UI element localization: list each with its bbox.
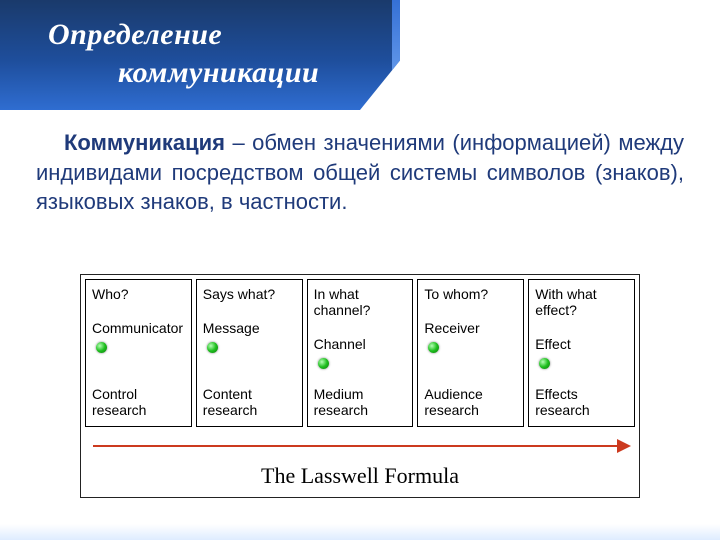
cell-question: In what channel?: [314, 286, 407, 318]
cell-research: Content research: [203, 386, 296, 420]
formula-cell: With what effect? Effect Effects researc…: [528, 279, 635, 427]
bullet-icon: [428, 342, 439, 353]
bullet-icon: [207, 342, 218, 353]
formula-cell: In what channel? Channel Medium research: [307, 279, 414, 427]
definition-paragraph: Коммуникация – обмен значениями (информа…: [36, 128, 684, 217]
cell-role: Receiver: [424, 320, 517, 336]
arrow-line-icon: [93, 445, 623, 447]
cell-research: Effects research: [535, 386, 628, 420]
cell-question: With what effect?: [535, 286, 628, 318]
cell-research: Audience research: [424, 386, 517, 420]
cell-question: To whom?: [424, 286, 517, 302]
bullet-icon: [539, 358, 550, 369]
bottom-gradient: [0, 524, 720, 540]
cell-role: Effect: [535, 336, 628, 352]
cell-research: Medium research: [314, 386, 407, 420]
slide-title-line2: коммуникации: [118, 56, 319, 90]
cell-question: Says what?: [203, 286, 296, 302]
cell-role: Message: [203, 320, 296, 336]
bullet-icon: [96, 342, 107, 353]
definition-lead: Коммуникация: [64, 130, 225, 155]
formula-cell: To whom? Receiver Audience research: [417, 279, 524, 427]
cell-question: Who?: [92, 286, 185, 302]
arrow-head-icon: [617, 439, 631, 453]
cell-research: Control research: [92, 386, 185, 420]
formula-caption: The Lasswell Formula: [85, 461, 635, 495]
lasswell-formula-box: Who? Communicator Control research Says …: [80, 274, 640, 498]
slide-title-line1: Определение: [48, 18, 222, 52]
formula-cell: Says what? Message Content research: [196, 279, 303, 427]
formula-cell: Who? Communicator Control research: [85, 279, 192, 427]
title-banner: [0, 0, 400, 110]
formula-arrow: [85, 433, 635, 461]
cell-role: Channel: [314, 336, 407, 352]
formula-cells-row: Who? Communicator Control research Says …: [85, 279, 635, 427]
bullet-icon: [318, 358, 329, 369]
cell-role: Communicator: [92, 320, 185, 336]
